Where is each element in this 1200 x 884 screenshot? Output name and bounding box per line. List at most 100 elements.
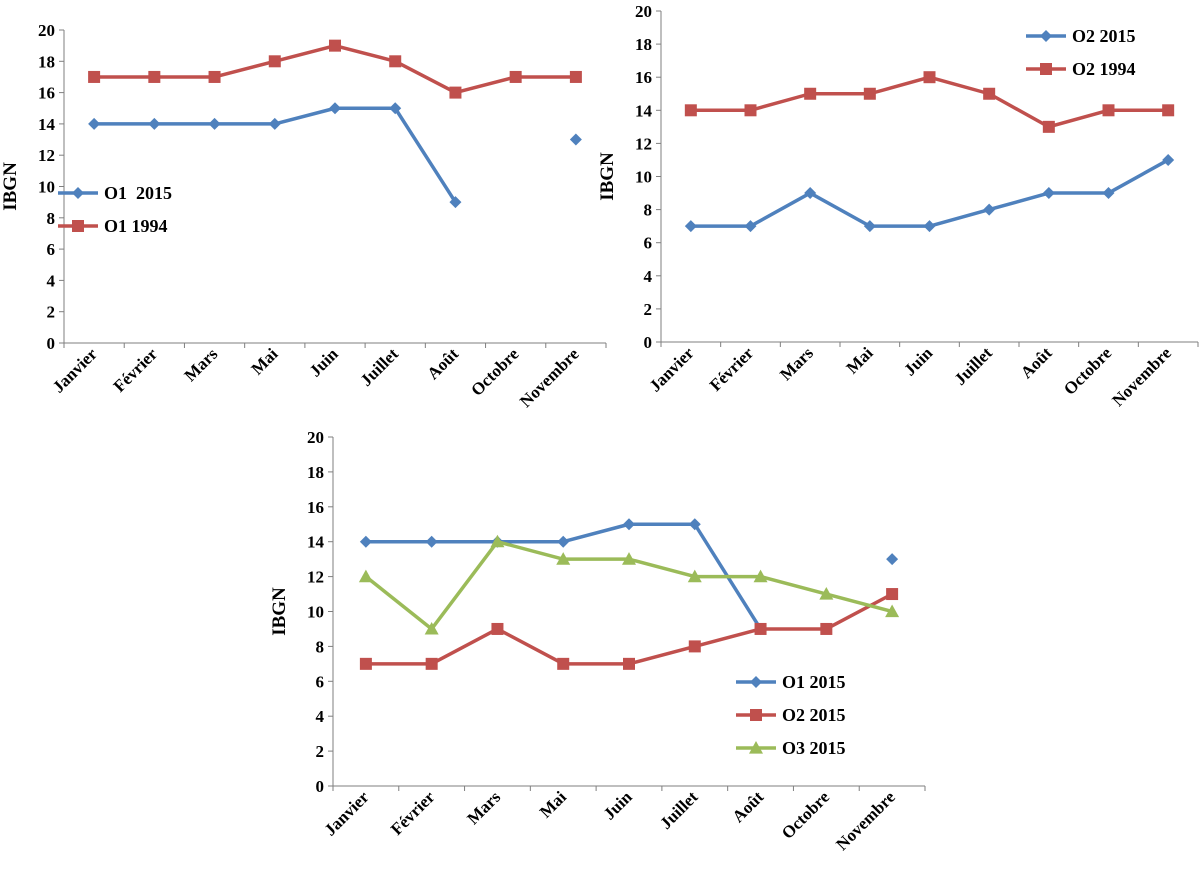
x-tick-label: Octobre	[467, 344, 523, 400]
data-point	[1102, 187, 1115, 200]
data-point	[753, 569, 768, 583]
x-tick-label: Février	[706, 343, 758, 395]
x-tick-label: Juillet	[950, 343, 996, 389]
legend-label: O1 1994	[104, 216, 168, 236]
legend-marker	[1040, 63, 1052, 75]
data-point	[88, 70, 101, 83]
x-tick-label: Mai	[536, 787, 570, 821]
data-point	[983, 203, 996, 216]
y-tick-label: 18	[38, 52, 55, 71]
y-tick-label: 8	[316, 637, 325, 656]
y-tick-label: 6	[644, 234, 653, 253]
data-point	[208, 70, 221, 83]
x-tick-label: Mai	[247, 344, 281, 378]
y-axis-title: IBGN	[0, 162, 21, 211]
data-point	[688, 640, 701, 653]
data-point	[509, 70, 522, 83]
data-point	[744, 220, 757, 233]
series-o1-1994	[88, 39, 582, 99]
y-tick-label: 0	[316, 777, 325, 796]
data-point	[389, 55, 402, 68]
legend-label: O2 2015	[782, 705, 846, 725]
data-point	[886, 553, 899, 566]
chart-o1: 0 2 4 6 8 10 12 14 16 18 20 Janvier Février Mars Mai Ju…	[0, 21, 607, 411]
y-tick-label: 18	[307, 463, 324, 482]
legend-marker	[72, 187, 84, 199]
data-point	[863, 220, 876, 233]
x-tick-label: Mai	[843, 343, 877, 377]
x-tick-label: Janvier	[49, 344, 101, 396]
data-point	[389, 102, 402, 115]
y-tick-label: 18	[635, 35, 652, 54]
legend-label: O2 1994	[1072, 59, 1136, 79]
x-tick-label: Mars	[463, 787, 504, 828]
data-point	[569, 70, 582, 83]
data-point	[1162, 153, 1175, 166]
data-point	[88, 117, 101, 130]
y-tick-label: 2	[47, 303, 56, 322]
x-tick-label: Mars	[181, 344, 222, 385]
y-tick-label: 4	[47, 271, 56, 290]
y-tick-label: 8	[644, 201, 653, 220]
legend-label: O2 2015	[1072, 26, 1136, 46]
data-point	[684, 104, 697, 117]
series-o1-2015	[359, 518, 899, 635]
data-point	[885, 604, 900, 618]
series-line	[690, 158, 1170, 228]
data-point	[804, 187, 817, 200]
y-tick-label: 20	[307, 428, 324, 447]
series-o2-2015	[359, 588, 899, 670]
data-point	[804, 87, 817, 100]
y-tick-label: 0	[644, 333, 653, 352]
y-tick-label: 20	[635, 2, 652, 21]
y-tick-label: 16	[38, 84, 55, 103]
x-tick-label: Août	[423, 344, 462, 383]
data-point	[557, 657, 570, 670]
y-tick-label: 6	[47, 240, 56, 259]
data-point	[208, 117, 221, 130]
series-o2-1994	[684, 71, 1175, 133]
data-point	[886, 588, 899, 601]
y-tick-label: 4	[644, 267, 653, 286]
data-point	[425, 657, 438, 670]
x-tick-label: Juillet	[357, 344, 403, 390]
data-point	[923, 71, 936, 84]
data-point	[490, 534, 505, 548]
data-point	[358, 569, 373, 583]
series-line	[690, 75, 1169, 129]
data-point	[148, 70, 161, 83]
data-point	[622, 552, 636, 565]
series-line	[365, 592, 893, 666]
series-o2-2015	[684, 153, 1175, 233]
x-tick-label: Octobre	[1060, 343, 1116, 399]
y-tick-label: 8	[47, 209, 56, 228]
data-point	[329, 102, 341, 115]
x-tick-label: Janvier	[321, 787, 373, 839]
y-tick-label: 20	[38, 21, 55, 40]
data-point	[687, 569, 702, 583]
data-point	[329, 39, 341, 52]
y-tick-label: 14	[635, 101, 653, 120]
y-tick-label: 10	[307, 603, 324, 622]
x-tick-label: Octobre	[778, 787, 834, 843]
data-point	[491, 622, 504, 635]
legend-label: O1 2015	[104, 183, 172, 203]
data-point	[569, 133, 582, 146]
y-tick-label: 14	[38, 115, 56, 134]
x-tick-label: Janvier	[645, 343, 697, 395]
data-point	[744, 104, 757, 117]
legend-marker	[750, 676, 762, 688]
legend-marker	[750, 709, 762, 721]
y-tick-label: 2	[644, 300, 653, 319]
series-o1-2015	[88, 102, 582, 209]
x-tick-label: Juin	[900, 343, 937, 380]
x-tick-label: Mars	[776, 343, 817, 384]
series-o3-2015	[358, 534, 900, 635]
data-point	[424, 621, 439, 635]
data-point	[148, 117, 161, 130]
data-point	[688, 518, 701, 531]
data-point	[359, 535, 372, 548]
legend-label: O1 2015	[782, 672, 846, 692]
y-tick-label: 4	[316, 707, 325, 726]
